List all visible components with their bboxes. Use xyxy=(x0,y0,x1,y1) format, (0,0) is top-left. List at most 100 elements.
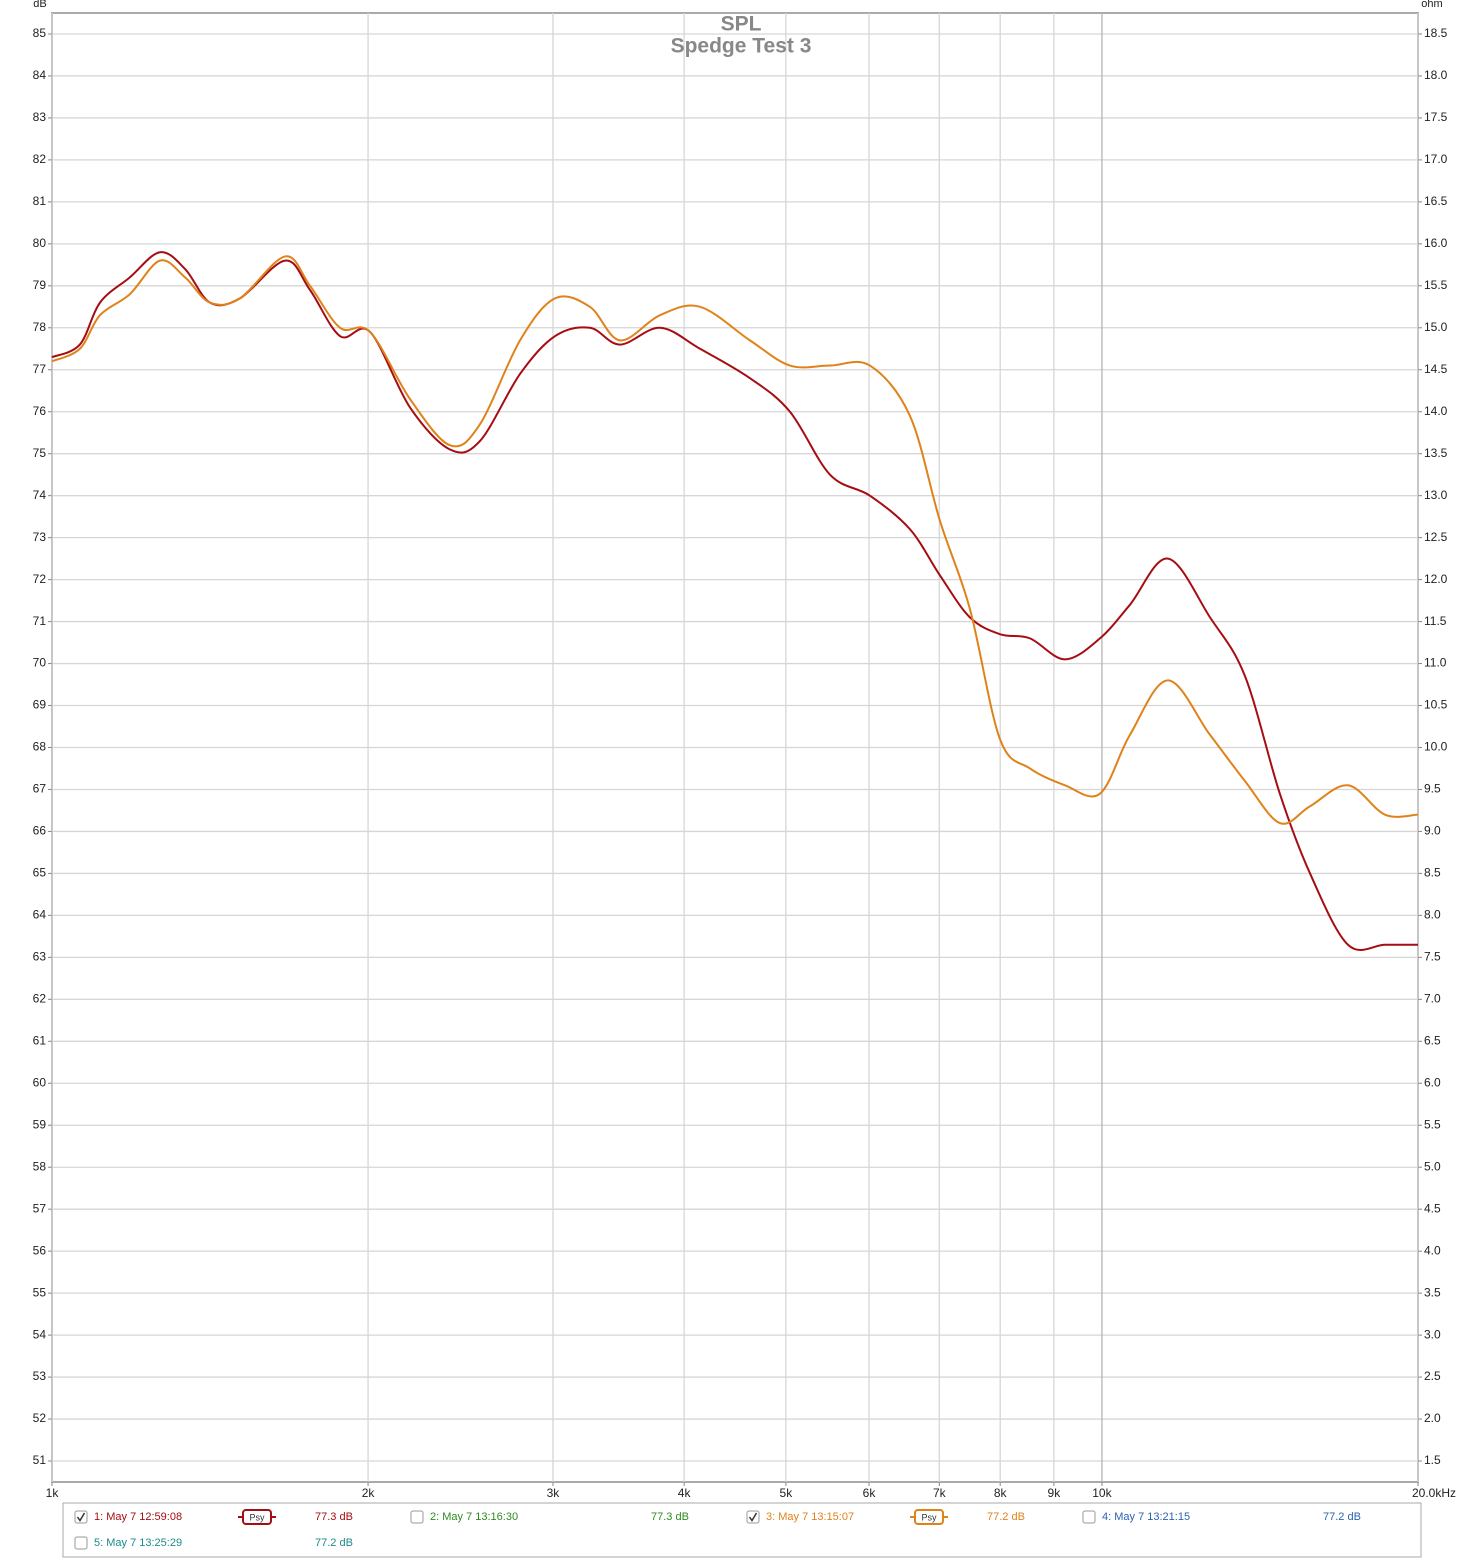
legend-level: 77.3 dB xyxy=(315,1511,353,1523)
y2-tick-label: 14.0 xyxy=(1424,404,1448,418)
y-tick-label: 67 xyxy=(33,782,47,796)
y2-tick-label: 10.0 xyxy=(1424,740,1448,754)
y-tick-label: 65 xyxy=(33,866,47,880)
legend-level: 77.2 dB xyxy=(987,1511,1025,1523)
legend-swatch xyxy=(914,1509,944,1525)
y2-tick-label: 4.0 xyxy=(1424,1243,1441,1257)
y-tick-label: 73 xyxy=(33,530,47,544)
y2-tick-label: 8.5 xyxy=(1424,866,1441,880)
y-tick-label: 76 xyxy=(33,404,47,418)
y-tick-label: 81 xyxy=(33,194,47,208)
x-tick-label: 3k xyxy=(547,1486,561,1500)
y2-tick-label: 8.0 xyxy=(1424,908,1441,922)
y-tick-label: 79 xyxy=(33,278,47,292)
y-tick-label: 56 xyxy=(33,1243,47,1257)
x-tick-label: 7k xyxy=(933,1486,947,1500)
x-tick-label: 2k xyxy=(362,1486,376,1500)
y-tick-label: 53 xyxy=(33,1369,47,1383)
legend-checkbox xyxy=(410,1510,424,1524)
legend-checkmark xyxy=(76,1512,86,1522)
y-tick-label: 70 xyxy=(33,656,47,670)
y2-tick-label: 2.0 xyxy=(1424,1411,1441,1425)
y2-tick-label: 7.5 xyxy=(1424,950,1441,964)
legend-smoothing: Psy xyxy=(921,1512,937,1522)
y-tick-label: 57 xyxy=(33,1201,47,1215)
y2-tick-label: 5.5 xyxy=(1424,1117,1441,1131)
y2-tick-label: 18.0 xyxy=(1424,68,1448,82)
y2-tick-label: 18.5 xyxy=(1424,26,1448,40)
y-tick-label: 85 xyxy=(33,26,47,40)
y-tick-label: 54 xyxy=(33,1327,47,1341)
y-tick-label: 51 xyxy=(33,1453,47,1467)
chart-title: SPL xyxy=(721,13,762,36)
y-tick-label: 68 xyxy=(33,740,47,754)
y2-tick-label: 9.5 xyxy=(1424,782,1441,796)
x-tick-label: 5k xyxy=(780,1486,794,1500)
y2-tick-label: 11.5 xyxy=(1424,614,1447,628)
legend-checkbox xyxy=(746,1510,760,1524)
y-tick-label: 52 xyxy=(33,1411,47,1425)
y-tick-label: 61 xyxy=(33,1033,47,1047)
y2-tick-label: 16.5 xyxy=(1424,194,1448,208)
y2-tick-label: 11.0 xyxy=(1424,656,1447,670)
y2-tick-label: 12.0 xyxy=(1424,572,1448,586)
y-tick-label: 60 xyxy=(33,1075,47,1089)
legend-level: 77.2 dB xyxy=(1323,1511,1361,1523)
x-tick-label: 10k xyxy=(1092,1486,1112,1500)
x-tick-label: 8k xyxy=(994,1486,1008,1500)
y-tick-label: 62 xyxy=(33,992,47,1006)
y2-tick-label: 13.5 xyxy=(1424,446,1448,460)
legend-level: 77.3 dB xyxy=(651,1511,689,1523)
y2-tick-label: 15.0 xyxy=(1424,320,1448,334)
y-tick-label: 78 xyxy=(33,320,47,334)
y2-tick-label: 17.0 xyxy=(1424,152,1448,166)
y2-axis-label: ohm xyxy=(1421,0,1442,10)
legend-checkbox xyxy=(1082,1510,1096,1524)
legend-checkbox xyxy=(74,1536,88,1550)
legend-smoothing: Psy xyxy=(249,1512,265,1522)
legend-label: 4: May 7 13:21:15 xyxy=(1102,1511,1190,1523)
chart-subtitle: Spedge Test 3 xyxy=(671,35,812,58)
legend-swatch xyxy=(242,1509,272,1525)
y-tick-label: 58 xyxy=(33,1159,47,1173)
y2-tick-label: 6.0 xyxy=(1424,1075,1441,1089)
y-axis-label: dB xyxy=(33,0,46,10)
y2-tick-label: 10.5 xyxy=(1424,698,1448,712)
x-tick-label: 1k xyxy=(46,1486,60,1500)
y-tick-label: 66 xyxy=(33,824,47,838)
y-tick-label: 84 xyxy=(33,68,47,82)
y2-tick-label: 2.5 xyxy=(1424,1369,1441,1383)
y2-tick-label: 17.5 xyxy=(1424,110,1448,124)
y-tick-label: 82 xyxy=(33,152,47,166)
y-tick-label: 64 xyxy=(33,908,47,922)
y2-tick-label: 12.5 xyxy=(1424,530,1448,544)
y-tick-label: 83 xyxy=(33,110,47,124)
legend-checkmark xyxy=(748,1512,758,1522)
legend-label: 5: May 7 13:25:29 xyxy=(94,1537,182,1549)
legend-level: 77.2 dB xyxy=(315,1537,353,1549)
y2-tick-label: 4.5 xyxy=(1424,1201,1441,1215)
y-tick-label: 72 xyxy=(33,572,47,586)
y2-tick-label: 14.5 xyxy=(1424,362,1448,376)
x-tick-label: 6k xyxy=(863,1486,877,1500)
y-tick-label: 75 xyxy=(33,446,47,460)
y-tick-label: 71 xyxy=(33,614,47,628)
x-tick-label: 20.0kHz xyxy=(1412,1486,1456,1500)
y-tick-label: 63 xyxy=(33,950,47,964)
legend-label: 2: May 7 13:16:30 xyxy=(430,1511,518,1523)
y2-tick-label: 13.0 xyxy=(1424,488,1448,502)
y-tick-label: 69 xyxy=(33,698,47,712)
y2-tick-label: 9.0 xyxy=(1424,824,1441,838)
y-tick-label: 55 xyxy=(33,1285,47,1299)
y2-tick-label: 16.0 xyxy=(1424,236,1448,250)
legend-label: 1: May 7 12:59:08 xyxy=(94,1511,182,1523)
y2-tick-label: 5.0 xyxy=(1424,1159,1441,1173)
y2-tick-label: 7.0 xyxy=(1424,992,1441,1006)
y2-tick-label: 6.5 xyxy=(1424,1033,1441,1047)
y2-tick-label: 3.0 xyxy=(1424,1327,1441,1341)
y-tick-label: 77 xyxy=(33,362,47,376)
legend-box xyxy=(62,1502,1422,1558)
legend-checkbox xyxy=(74,1510,88,1524)
y2-tick-label: 3.5 xyxy=(1424,1285,1441,1299)
